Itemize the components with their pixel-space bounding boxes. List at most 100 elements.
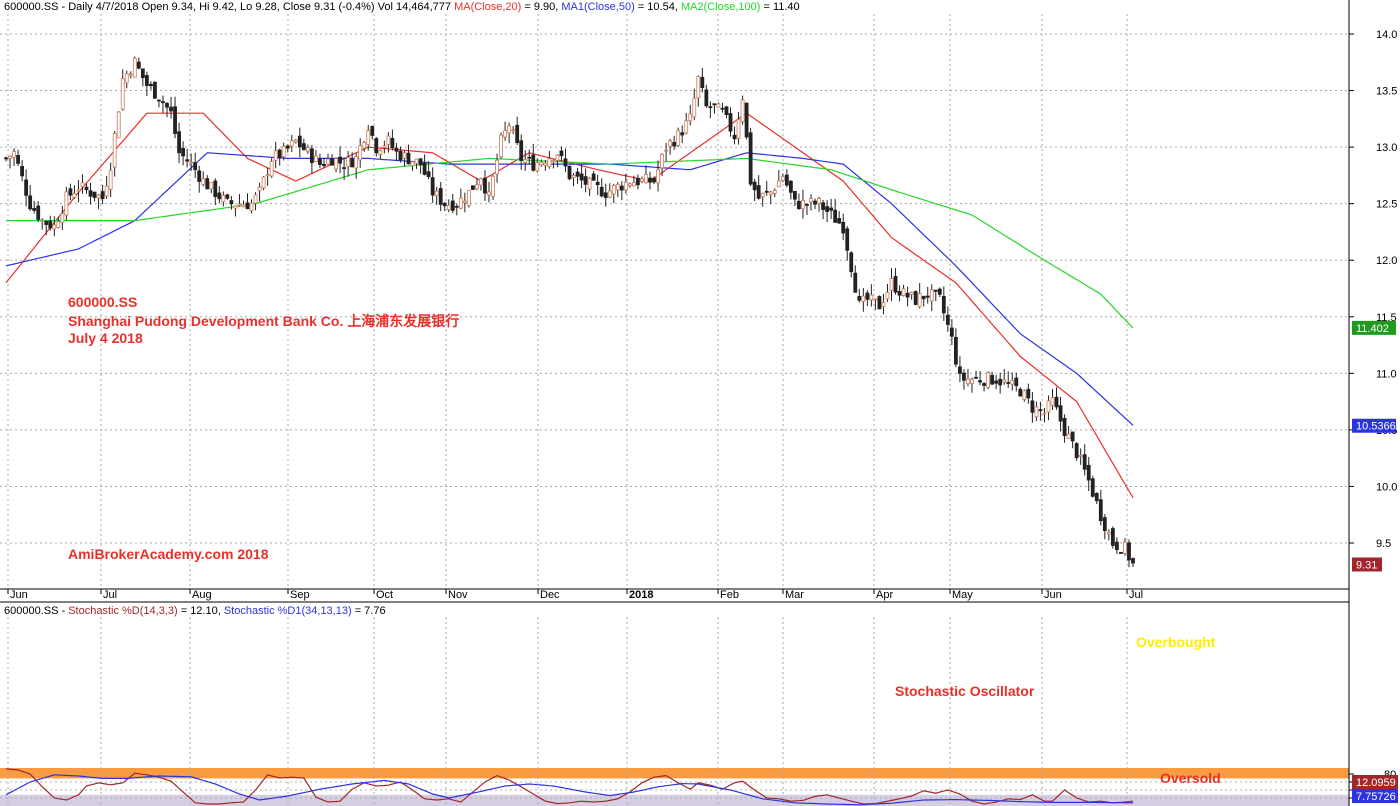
candle-body [52, 224, 57, 230]
candle-body [253, 194, 258, 204]
ticker-annotation: 600000.SS [68, 294, 137, 310]
candle-body [1050, 397, 1055, 406]
candle-body [20, 166, 25, 177]
candle [8, 155, 12, 169]
candle [350, 152, 355, 168]
candle-body [595, 181, 600, 186]
candle [213, 178, 218, 206]
candle [704, 84, 709, 108]
candle-body [877, 296, 882, 310]
candle-body [660, 154, 664, 169]
candle-body [197, 170, 202, 182]
overbought-band [0, 768, 1349, 779]
candle-body [732, 134, 737, 140]
candle [334, 157, 338, 173]
candle [962, 368, 966, 390]
candle [797, 193, 801, 210]
candle-body [539, 161, 544, 166]
candle [100, 184, 105, 204]
candle [16, 149, 20, 167]
candle [293, 138, 298, 144]
month-label: Jun [10, 589, 28, 601]
candle [84, 183, 89, 194]
candle-body [849, 252, 854, 273]
candle-body [901, 288, 906, 296]
candle-body [157, 99, 161, 102]
candle-body [1110, 528, 1115, 546]
candle [1042, 407, 1047, 423]
candle-body [503, 130, 508, 138]
candle-body [632, 182, 636, 187]
candle [346, 151, 351, 177]
candle [664, 142, 668, 162]
candle [929, 284, 934, 311]
candle-body [475, 184, 479, 190]
candle-body [845, 228, 850, 251]
candle-body [507, 125, 512, 134]
candle [591, 170, 596, 181]
candle-body [370, 126, 375, 136]
candle-body [1046, 400, 1051, 413]
axis-badge-text: 10.5366 [1356, 421, 1396, 433]
candle [623, 173, 628, 194]
candle [173, 96, 177, 139]
candle-body [68, 188, 73, 196]
candle-body [209, 181, 214, 190]
candle-body [245, 202, 250, 210]
candle-body [527, 156, 532, 159]
candle [925, 286, 930, 304]
candle [382, 140, 387, 154]
candle-body [1010, 380, 1015, 385]
candle [358, 138, 363, 168]
candle-body [309, 148, 314, 164]
candle-body [487, 191, 491, 196]
candle-body [398, 150, 403, 161]
candle [945, 306, 950, 332]
candle [1010, 372, 1015, 391]
candle [974, 370, 978, 379]
overbought-label: Overbought [1136, 634, 1216, 650]
candle [563, 148, 568, 173]
header-segment-6: = 11.40 [760, 1, 799, 13]
candle [849, 251, 854, 278]
candle [865, 290, 870, 307]
candle [527, 149, 532, 165]
header-segment-5: MA2(Close,100) [681, 1, 760, 13]
candle [793, 190, 797, 207]
candle [414, 158, 419, 169]
candle [318, 153, 322, 169]
candle-body [322, 163, 326, 167]
candle-body [72, 193, 77, 198]
candle-body [305, 147, 310, 152]
axis-badge-bg [1352, 320, 1396, 335]
candle-body [60, 213, 65, 223]
candle-body [559, 150, 564, 157]
candle [1123, 537, 1127, 556]
candle-body [627, 183, 632, 187]
candle-body [712, 103, 717, 106]
candle-body [575, 171, 580, 177]
candle-body [24, 179, 29, 196]
candle-body [531, 154, 536, 171]
candle-body [293, 139, 298, 143]
candle-body [998, 378, 1003, 386]
candle-body [28, 195, 33, 210]
candle [221, 191, 226, 207]
candle [1098, 489, 1103, 526]
candle [44, 220, 49, 236]
month-label: Oct [376, 589, 393, 601]
candle-body [394, 147, 399, 152]
candle [1006, 371, 1011, 388]
candle-body [124, 73, 129, 84]
candle [748, 127, 753, 187]
candle [583, 168, 588, 193]
candle [917, 282, 922, 309]
candle-body [1062, 417, 1067, 436]
candle [503, 121, 508, 141]
candle-body [265, 174, 270, 177]
candle-body [446, 204, 451, 210]
candle [909, 291, 914, 300]
candle [120, 69, 125, 111]
candle-body [925, 295, 930, 298]
candle [676, 127, 681, 148]
